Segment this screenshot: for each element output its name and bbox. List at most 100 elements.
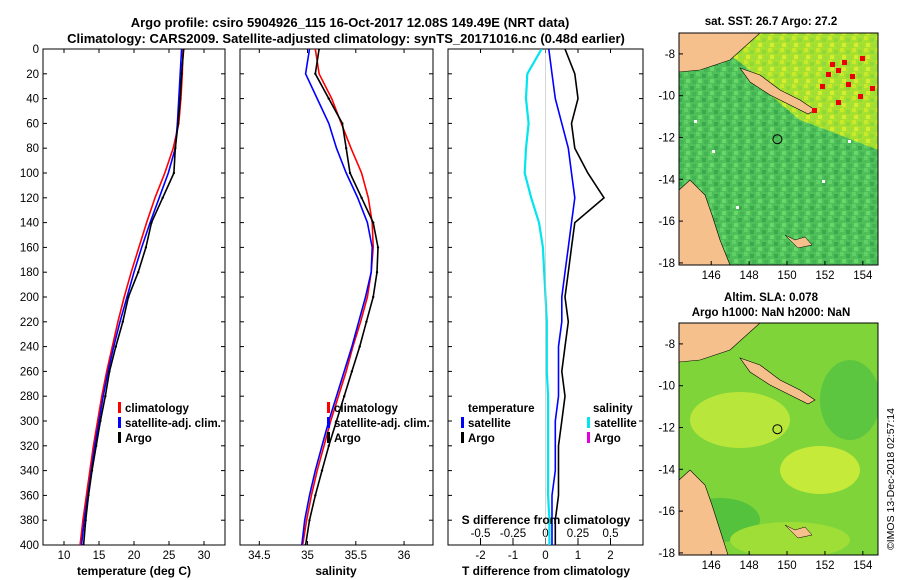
depth-tick-label: 380 [20,515,39,527]
argo-point [182,49,185,51]
series-line-climatology [301,49,375,545]
x-tick-label: 0 [542,550,548,562]
s-diff-tick-label: -0.5 [471,528,491,540]
depth-tick-label: 220 [20,317,39,329]
lon-tick-label: 150 [777,560,796,572]
island-chain [739,357,816,405]
s-diff-tick-label: -0.25 [500,528,526,540]
s-difference-axis-ticks: -0.5 -0.25 0 0.25 0.5 [471,528,619,545]
sla-low-patch [820,360,878,440]
argo-point [375,271,379,274]
x-tick-label: 25 [163,550,176,562]
depth-tick-label: 280 [20,391,39,403]
lon-tick-label: 148 [740,560,759,572]
legend-label-t-argo: Argo [468,433,495,445]
legend-header-temperature: temperature [468,403,534,415]
depth-tick-label: 240 [20,342,39,354]
sst-map-frame [678,32,879,266]
x-tick-label: 36 [398,550,411,562]
figure-title-line2: Climatology: CARS2009. Satellite-adjuste… [67,31,625,46]
depth-tick-label: 340 [20,466,39,478]
lat-tick-label: -10 [658,381,675,393]
sst-lat-ticks: -8 -10 -12 -14 -16 -18 [658,49,683,270]
sla-map-title: Altim. SLA: 0.078 [724,292,819,304]
x-tick-label: 34.5 [248,550,270,562]
lat-tick-label: -16 [658,216,675,228]
depth-tick-label: 140 [20,218,39,230]
lat-tick-label: -10 [658,91,675,103]
argo-point [341,122,344,125]
argo-point [144,246,148,249]
sst-gaps [694,120,851,209]
argo-point [161,196,164,199]
legend-label-s-satellite: satellite [594,418,637,430]
series-line-temperature-argo [554,49,606,545]
x-tick-label: -1 [508,550,518,562]
argo-point [314,72,317,76]
salinity-axis-ticks: 34.5 35 35.5 36 [248,49,410,562]
lat-tick-label: -8 [665,339,675,351]
argo-point [127,295,130,299]
depth-tick-label: 100 [20,168,39,180]
sla-lon-ticks: 146 148 150 152 154 [702,551,873,572]
land-mass-australia [679,179,731,265]
legend-swatch-satellite [118,417,121,428]
x-tick-label: 35 [301,550,314,562]
series-line-satellite-adj-clim- [301,49,374,545]
argo-float-marker [772,424,783,435]
argo-point [84,519,87,522]
legend-swatch-s-satellite [587,417,590,428]
depth-tick-label: 0 [33,44,39,56]
credit-text: ©IMOS 13-Dec-2018 02:57:14 [885,408,897,550]
sla-map-frame [678,322,879,556]
legend-label-satellite: satellite-adj. clim. [125,418,221,430]
legend-swatch-s-argo [587,432,590,443]
depth-axis-ticks: 0 20 40 60 80 100 120 140 160 180 200 220 240 260 280 3… [20,44,225,552]
argo-point [358,345,361,348]
sla-map-subtitle: Argo h1000: NaN h2000: NaN [692,307,851,319]
t-difference-axis-label: T difference from climatology [462,564,630,578]
reef-islands [784,524,813,539]
salinity-difference-legend: salinity satellite Argo [587,403,637,445]
lon-tick-label: 154 [853,270,873,282]
x-tick-label: 1 [575,550,581,562]
depth-tick-label: 360 [20,490,39,502]
depth-tick-label: 180 [20,267,39,279]
sla-lat-ticks: -8 -10 -12 -14 -16 -18 [658,339,683,560]
argo-point [180,72,183,76]
salinity-panel: 34.5 35 35.5 36 salinity climatology satell… [239,48,434,578]
lon-tick-label: 152 [815,270,834,282]
depth-tick-label: 80 [26,143,39,155]
sla-map-panel: Altim. SLA: 0.078 Argo h1000: NaN h2000:… [658,292,879,572]
legend-swatch-satellite [327,417,330,428]
legend-label-argo: Argo [125,433,152,445]
depth-tick-label: 260 [20,366,39,378]
argo-point [365,320,368,323]
argo-point [90,469,94,472]
lon-tick-label: 148 [740,270,759,282]
s-diff-tick-label: 0.5 [603,528,619,540]
land-mass-png [679,33,761,73]
x-tick-label: -2 [475,550,485,562]
salinity-plot-frame [239,48,434,546]
lat-tick-label: -18 [658,258,675,270]
argo-point [95,444,98,447]
argo-point [121,320,125,323]
lon-tick-label: 154 [853,560,873,572]
temperature-plot-frame [42,48,226,546]
lat-tick-label: -14 [658,174,675,186]
legend-label-climatology: climatology [125,403,190,415]
lat-tick-label: -12 [658,133,675,145]
sst-lon-ticks: 146 148 150 152 154 [702,261,873,282]
land-mass-australia [679,469,729,555]
argo-point [372,295,375,299]
argo-point [320,469,324,472]
temperature-axis-label: temperature (deg C) [77,564,191,578]
argo-point [172,171,176,175]
x-tick-label: 15 [93,550,106,562]
temperature-panel: 0 20 40 60 80 100 120 140 160 180 200 220 240 260 280 3… [20,44,226,578]
legend-swatch-argo [327,432,330,443]
salinity-legend: climatology satellite-adj. clim. Argo [327,402,430,445]
argo-point [327,444,330,447]
argo-point [176,122,180,125]
